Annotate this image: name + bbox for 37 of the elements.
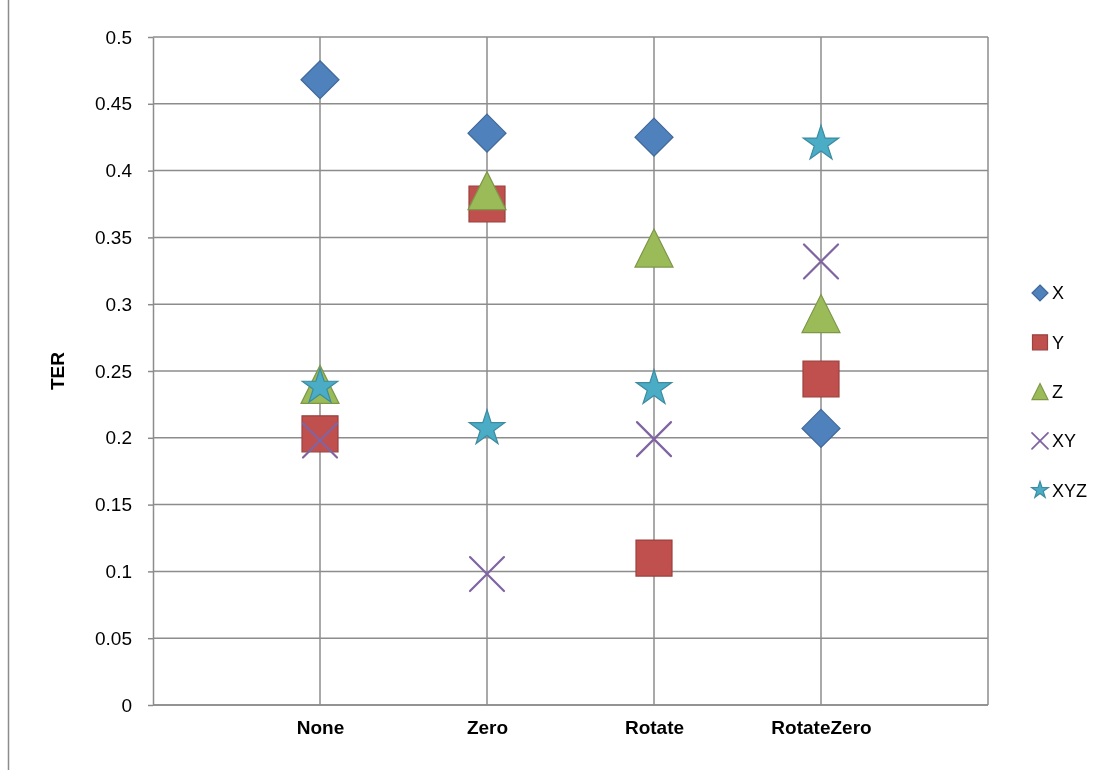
point bbox=[635, 369, 673, 405]
point bbox=[468, 555, 506, 593]
y-tick-label: 0.2 bbox=[105, 427, 132, 449]
legend-label: Z bbox=[1052, 382, 1063, 403]
point bbox=[802, 360, 840, 398]
point bbox=[635, 539, 673, 577]
y-tick-label: 0.1 bbox=[105, 560, 132, 582]
point bbox=[635, 421, 673, 458]
y-tick-label: 0.3 bbox=[105, 293, 132, 315]
legend-label: X bbox=[1052, 283, 1065, 304]
y-tick-label: 0.35 bbox=[95, 226, 132, 248]
point bbox=[802, 124, 840, 160]
point bbox=[801, 293, 841, 334]
legend-label: XYZ bbox=[1052, 480, 1088, 501]
y-tick-label: 0.5 bbox=[105, 26, 132, 48]
point bbox=[301, 422, 339, 459]
point bbox=[634, 228, 674, 268]
x-tick-label: RotateZero bbox=[771, 717, 872, 739]
y-tick-label: 0.45 bbox=[95, 93, 132, 115]
point bbox=[300, 60, 340, 100]
point bbox=[467, 113, 507, 153]
y-tick-label: 0.25 bbox=[95, 360, 132, 382]
point bbox=[801, 408, 841, 449]
x-tick-label: None bbox=[296, 717, 345, 739]
y-tick-label: 0.05 bbox=[95, 627, 132, 649]
point bbox=[468, 409, 506, 445]
point bbox=[802, 243, 840, 280]
legend-label: XY bbox=[1052, 431, 1077, 452]
y-tick-label: 0 bbox=[121, 694, 132, 716]
x-tick-label: Rotate bbox=[624, 717, 685, 739]
y-axis-title: TER bbox=[47, 351, 68, 390]
y-tick-label: 0.15 bbox=[95, 494, 132, 516]
y-tick-label: 0.4 bbox=[105, 160, 133, 182]
legend-label: Y bbox=[1052, 332, 1065, 353]
point bbox=[467, 171, 507, 211]
x-tick-label: Zero bbox=[466, 717, 509, 739]
point bbox=[634, 117, 674, 157]
